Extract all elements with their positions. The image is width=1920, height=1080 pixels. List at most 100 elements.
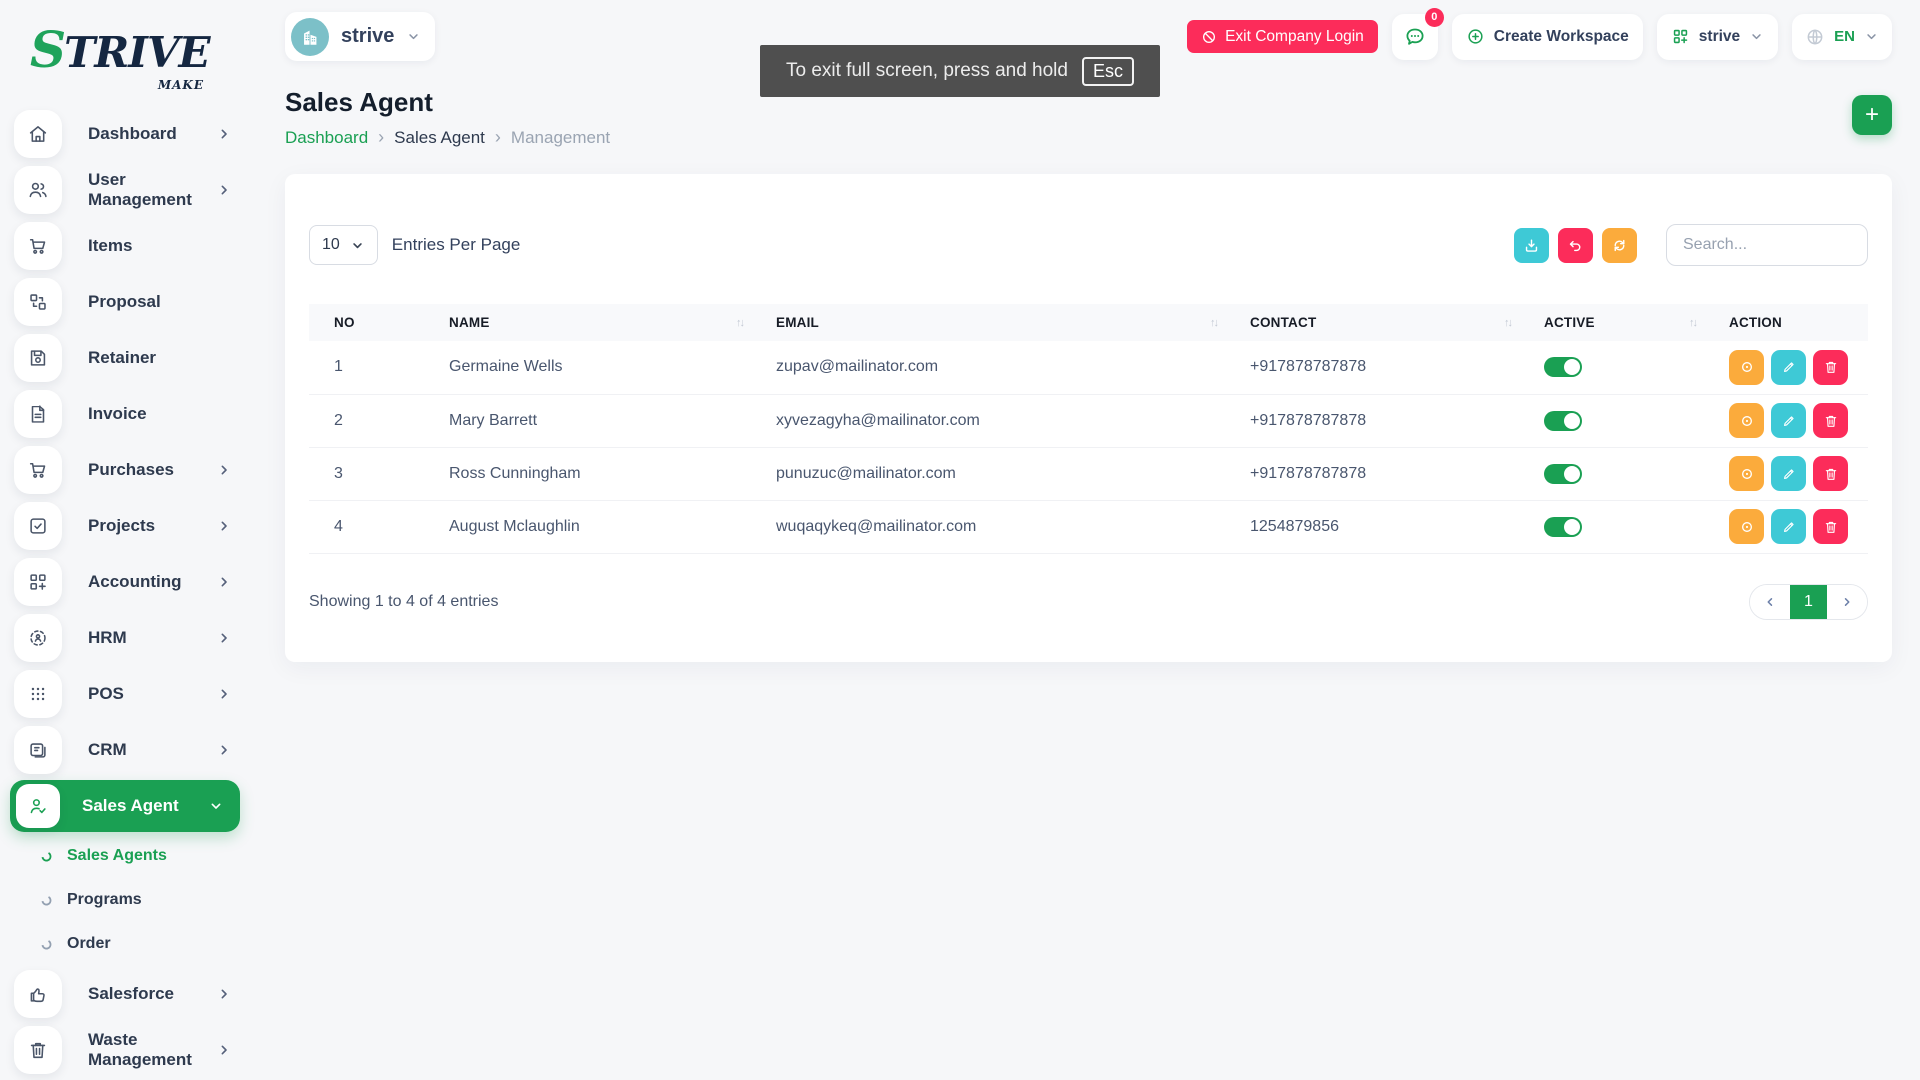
sidebar-subitem-order[interactable]: Order <box>0 922 250 966</box>
sidebar-item-pos[interactable]: POS <box>0 666 250 722</box>
table-row: 2 Mary Barrett xyvezagyha@mailinator.com +9… <box>309 393 1868 447</box>
sidebar-item-label: Items <box>88 236 133 255</box>
sidebar-item-dashboard[interactable]: Dashboard <box>0 106 250 162</box>
column-header-label: ACTION <box>1729 315 1782 330</box>
table-toolbar <box>1514 224 1868 266</box>
column-header-contact[interactable]: CONTACT ↑↓ <box>1225 304 1519 341</box>
company-selector[interactable]: strive <box>285 12 436 61</box>
column-header-active[interactable]: ACTIVE ↑↓ <box>1519 304 1704 341</box>
active-toggle[interactable] <box>1544 410 1582 431</box>
create-workspace-button[interactable]: Create Workspace <box>1451 13 1643 60</box>
pagination-next-button[interactable] <box>1827 584 1867 619</box>
cell-name: Ross Cunningham <box>424 446 751 500</box>
edit-button[interactable] <box>1771 349 1806 385</box>
edit-button[interactable] <box>1771 509 1806 544</box>
sidebar-item-projects[interactable]: Projects <box>0 498 250 554</box>
breadcrumb-sales-agent-link[interactable]: Sales Agent <box>394 127 485 147</box>
search-input[interactable] <box>1666 224 1868 266</box>
brand-logo[interactable]: STRIVE MAKE <box>30 20 211 92</box>
row-actions <box>1729 509 1860 544</box>
chevron-down-icon <box>406 29 421 44</box>
sidebar-item-label: CRM <box>88 740 127 759</box>
delete-button[interactable] <box>1813 403 1848 438</box>
language-selector[interactable]: EN <box>1792 13 1892 60</box>
view-button[interactable] <box>1729 403 1764 438</box>
column-header-name[interactable]: NAME ↑↓ <box>424 304 751 341</box>
sidebar-item-label: POS <box>88 684 124 703</box>
sidebar-item-retainer[interactable]: Retainer <box>0 330 250 386</box>
pagination-prev-button[interactable] <box>1750 584 1790 619</box>
delete-button[interactable] <box>1813 456 1848 491</box>
sidebar-item-label: Dashboard <box>88 124 177 143</box>
company-avatar building-icon <box>291 17 329 56</box>
circle-bullet-icon <box>40 894 53 907</box>
entries-per-page-select[interactable]: 10 <box>309 225 378 265</box>
sales-agents-table: NO NAME ↑↓ EMAIL ↑↓ CONTACT ↑↓ ACTIVE ↑↓ ACTION 1… <box>309 304 1868 554</box>
sidebar-item-label: Purchases <box>88 460 174 479</box>
sidebar-item-user-management[interactable]: User Management <box>0 162 250 218</box>
chevron-right-icon <box>216 182 232 198</box>
table-controls: 10 Entries Per Page <box>309 224 1868 266</box>
refresh-button[interactable] <box>1602 227 1637 263</box>
showing-entries-text: Showing 1 to 4 of 4 entries <box>309 592 499 610</box>
add-sales-agent-button[interactable]: + <box>1852 95 1892 135</box>
eye-icon <box>1739 519 1755 535</box>
column-header-email[interactable]: EMAIL ↑↓ <box>751 304 1225 341</box>
export-download-button[interactable] <box>1514 227 1549 263</box>
workspace-grid-icon <box>1671 27 1690 46</box>
sales-agent-table-card: 10 Entries Per Page NONAME↑↓EMAIL↑↓CONTA… <box>285 174 1892 662</box>
chevron-right-icon <box>216 686 232 702</box>
workspace-selector[interactable]: strive <box>1656 13 1779 60</box>
sidebar-item-accounting[interactable]: Accounting <box>0 554 250 610</box>
delete-button[interactable] <box>1813 349 1848 385</box>
sidebar-item-purchases[interactable]: Purchases <box>0 442 250 498</box>
sidebar-subitem-programs[interactable]: Programs <box>0 878 250 922</box>
view-button[interactable] <box>1729 456 1764 491</box>
chevron-right-icon <box>216 1042 232 1058</box>
toggle-knob <box>1564 465 1580 482</box>
sidebar-item-sales-agent[interactable]: Sales Agent <box>10 780 240 832</box>
edit-button[interactable] <box>1771 403 1806 438</box>
brand-logo-text: TRIVE <box>64 28 210 77</box>
delete-button[interactable] <box>1813 509 1848 544</box>
sidebar-item-label: Waste Management <box>88 1030 192 1069</box>
active-toggle[interactable] <box>1544 463 1582 484</box>
chevron-right-icon: › <box>378 127 385 147</box>
sidebar-item-waste-management[interactable]: Waste Management <box>0 1022 250 1078</box>
sidebar-item-hrm[interactable]: HRM <box>0 610 250 666</box>
exit-company-login-button[interactable]: Exit Company Login <box>1187 20 1378 53</box>
brand-logo-initial: S <box>30 20 66 79</box>
cell-no: 3 <box>309 446 424 500</box>
breadcrumb-dashboard-link[interactable]: Dashboard <box>285 127 369 147</box>
column-header-label: CONTACT <box>1250 315 1317 330</box>
pagination-current-page[interactable]: 1 <box>1790 584 1827 619</box>
edit-button[interactable] <box>1771 456 1806 491</box>
chevron-down-icon <box>208 798 224 814</box>
thumbs-up-icon <box>14 970 62 1018</box>
sidebar-item-proposal[interactable]: Proposal <box>0 274 250 330</box>
sidebar-item-items[interactable]: Items <box>0 218 250 274</box>
exit-company-login-label: Exit Company Login <box>1225 27 1364 45</box>
active-toggle[interactable] <box>1544 357 1582 378</box>
topbar-actions: Exit Company Login 0 Create Workspace st… <box>1187 7 1892 60</box>
view-button[interactable] <box>1729 349 1764 385</box>
dots-grid-icon <box>14 670 62 718</box>
sidebar-item-salesforce[interactable]: Salesforce <box>0 966 250 1022</box>
sidebar-item-invoice[interactable]: Invoice <box>0 386 250 442</box>
sidebar-item-crm[interactable]: CRM <box>0 722 250 778</box>
chevron-down-icon <box>1864 29 1879 44</box>
messages-badge: 0 <box>1424 7 1444 27</box>
row-actions <box>1729 349 1860 385</box>
sidebar-subitem-sales-agents[interactable]: Sales Agents <box>0 834 250 878</box>
pencil-icon <box>1781 466 1797 482</box>
messages-button[interactable]: 0 <box>1391 7 1444 60</box>
sidebar-nav: Dashboard User Management Items Proposal Ret… <box>0 106 250 1078</box>
create-workspace-label: Create Workspace <box>1493 27 1629 45</box>
view-button[interactable] <box>1729 509 1764 544</box>
cell-no: 4 <box>309 499 424 553</box>
active-toggle[interactable] <box>1544 516 1582 537</box>
proposal-icon <box>14 278 62 326</box>
undo-button[interactable] <box>1558 227 1593 263</box>
entries-per-page-value: 10 <box>322 236 340 253</box>
workspace-name: strive <box>1698 27 1741 45</box>
